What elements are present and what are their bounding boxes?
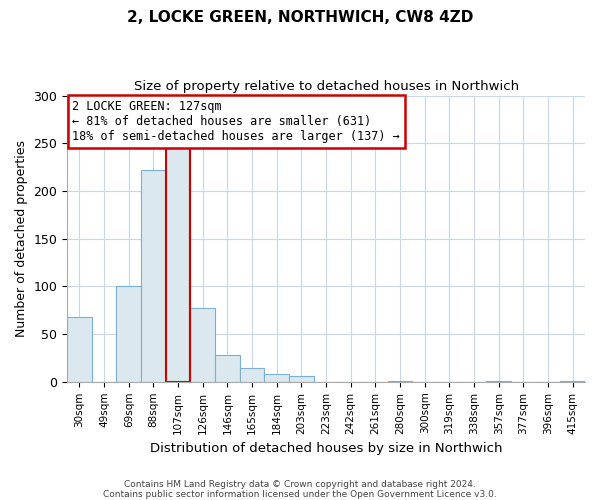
Bar [289,376,314,382]
Bar [240,368,265,382]
Bar [190,308,215,382]
Bar [560,381,585,382]
Bar [141,170,166,382]
Bar [116,286,141,382]
Title: Size of property relative to detached houses in Northwich: Size of property relative to detached ho… [134,80,518,93]
Text: Contains HM Land Registry data © Crown copyright and database right 2024.: Contains HM Land Registry data © Crown c… [124,480,476,489]
Bar [388,381,412,382]
Bar [166,148,190,382]
Bar [215,355,240,382]
Bar [487,381,511,382]
X-axis label: Distribution of detached houses by size in Northwich: Distribution of detached houses by size … [150,442,502,455]
Text: 2 LOCKE GREEN: 127sqm
← 81% of detached houses are smaller (631)
18% of semi-det: 2 LOCKE GREEN: 127sqm ← 81% of detached … [73,100,400,143]
Bar [265,374,289,382]
Y-axis label: Number of detached properties: Number of detached properties [15,140,28,337]
Text: Contains public sector information licensed under the Open Government Licence v3: Contains public sector information licen… [103,490,497,499]
Bar [67,317,92,382]
Text: 2, LOCKE GREEN, NORTHWICH, CW8 4ZD: 2, LOCKE GREEN, NORTHWICH, CW8 4ZD [127,10,473,25]
